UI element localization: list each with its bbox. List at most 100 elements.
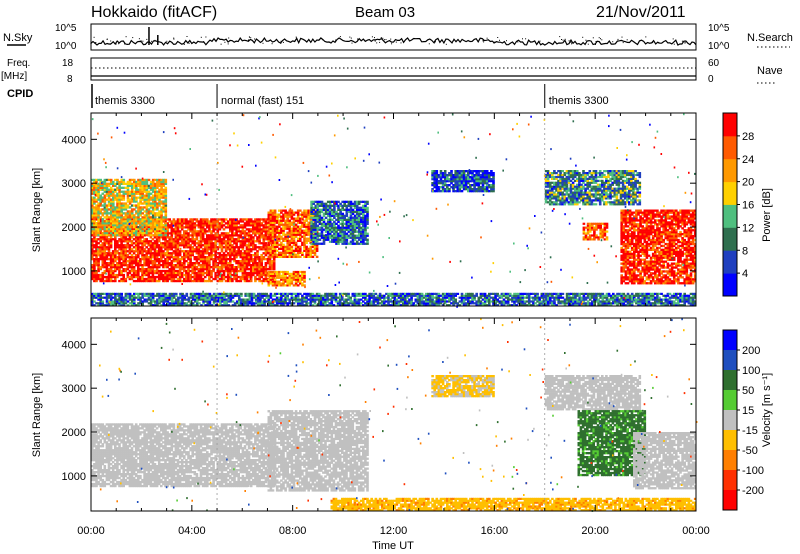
heatmap-cell (235, 246, 238, 249)
heatmap-cell (435, 184, 439, 187)
heatmap-cell (191, 224, 194, 227)
heatmap-cell (172, 240, 176, 243)
heatmap-cell (164, 273, 167, 277)
heatmap-cell (357, 214, 361, 217)
heatmap-cell (193, 269, 197, 273)
heatmap-cell (216, 275, 220, 279)
heatmap-cell (195, 238, 199, 241)
heatmap-cell (132, 246, 136, 249)
heatmap-cell (134, 238, 138, 241)
heatmap-cell (160, 252, 163, 255)
heatmap-cell (145, 228, 148, 231)
nsearch-dot (617, 38, 619, 40)
heatmap-cell (91, 273, 94, 277)
heatmap-cell (145, 252, 148, 255)
heatmap-cell (187, 273, 190, 277)
heatmap-cell (166, 230, 169, 233)
heatmap-cell (193, 271, 197, 275)
heatmap-cell (105, 238, 109, 241)
heatmap-cell (95, 258, 98, 261)
heatmap-cell (271, 223, 275, 226)
heatmap-cell (178, 260, 182, 263)
heatmap-cell (176, 224, 180, 227)
heatmap-cell (160, 264, 163, 267)
nsearch-dot (598, 37, 600, 39)
heatmap-cell (153, 252, 157, 255)
heatmap-cell (235, 269, 238, 273)
heatmap-cell (178, 234, 182, 237)
heatmap-cell (197, 242, 201, 245)
heatmap-cell (229, 240, 232, 243)
heatmap-cell (120, 214, 123, 217)
heatmap-cell (109, 236, 113, 239)
heatmap-cell (168, 220, 171, 223)
heatmap-cell (97, 258, 100, 261)
heatmap-cell (183, 242, 186, 245)
heatmap-cell (164, 277, 167, 281)
heatmap-cell (114, 242, 117, 245)
heatmap-cell (155, 269, 159, 273)
heatmap-cell (206, 242, 209, 245)
nsky-tick-top: 10^5 (55, 23, 77, 34)
heatmap-cell (351, 240, 355, 243)
heatmap-cell (311, 255, 315, 258)
heatmap-cell (147, 250, 151, 253)
freq-tick-top: 18 (62, 58, 74, 69)
heatmap-cell (155, 252, 159, 255)
heatmap-cell (235, 262, 238, 265)
heatmap-cell (178, 258, 182, 261)
heatmap-cell (337, 206, 340, 209)
heatmap-cell (180, 258, 184, 261)
heatmap-cell (109, 256, 113, 259)
heatmap-cell (546, 170, 550, 173)
heatmap-cell (328, 220, 332, 223)
heatmap-cell (134, 258, 138, 261)
heatmap-cell (187, 258, 190, 261)
power-heatmap (91, 113, 697, 308)
heatmap-cell (224, 260, 228, 263)
heatmap-cell (134, 262, 138, 265)
heatmap-cell (328, 216, 332, 219)
heatmap-cell (180, 250, 184, 253)
heatmap-cell (264, 275, 268, 279)
heatmap-cell (170, 234, 174, 237)
heatmap-cell (174, 254, 178, 257)
heatmap-cell (233, 232, 236, 235)
nsearch-dot (320, 37, 322, 39)
heatmap-cell (139, 269, 142, 273)
heatmap-cell (189, 244, 192, 247)
heatmap-cell (122, 178, 126, 182)
heatmap-cell (197, 244, 201, 247)
heatmap-cell (178, 273, 182, 277)
heatmap-cell (97, 220, 100, 223)
heatmap-cell (178, 262, 182, 265)
heatmap-cell (201, 248, 205, 251)
heatmap-cell (349, 206, 353, 209)
heatmap-cell (180, 222, 184, 225)
heatmap-cell (199, 258, 203, 261)
heatmap-cell (157, 277, 161, 281)
heatmap-cell (235, 222, 238, 225)
heatmap-cell (233, 269, 236, 273)
heatmap-cell (208, 242, 211, 245)
heatmap-cell (97, 231, 100, 235)
nsearch-dot (142, 40, 144, 42)
heatmap-cell (446, 186, 449, 189)
heatmap-cell (180, 234, 184, 237)
heatmap-cell (128, 230, 132, 233)
heatmap-cell (229, 244, 232, 247)
heatmap-cell (143, 264, 146, 267)
heatmap-cell (299, 280, 302, 283)
heatmap-cell (164, 202, 168, 205)
heatmap-cell (95, 252, 98, 255)
heatmap-cell (191, 254, 194, 257)
heatmap-cell (296, 215, 300, 218)
heatmap-cell (172, 271, 176, 275)
heatmap-cell (128, 246, 132, 249)
heatmap-cell (366, 222, 369, 225)
heatmap-cell (120, 244, 123, 247)
heatmap-cell (130, 242, 134, 245)
heatmap-cell (91, 240, 94, 243)
heatmap-cell (137, 256, 140, 259)
nave-tick-bottom: 0 (708, 74, 714, 85)
